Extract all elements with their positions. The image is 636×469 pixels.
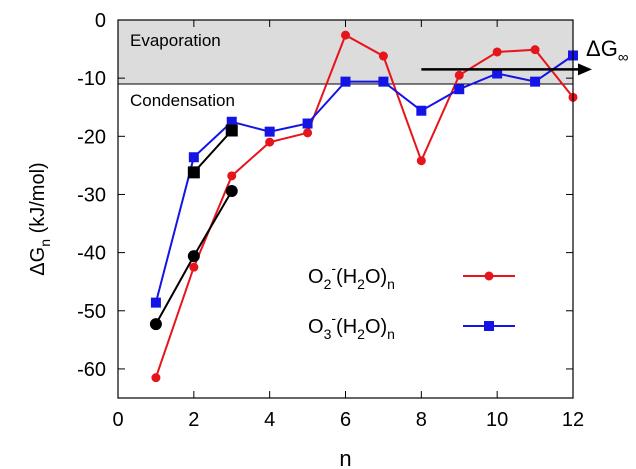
y-tick-label: -20: [77, 126, 106, 148]
series-1-point: [188, 152, 199, 163]
legend-text: (H: [336, 266, 357, 288]
legend-marker: [484, 321, 494, 331]
series-3-line: [193, 129, 233, 174]
y-tick-label: -10: [77, 68, 106, 90]
legend-sub: 2: [357, 276, 365, 292]
evaporation-label: Evaporation: [130, 31, 221, 50]
series-0-point: [492, 47, 502, 57]
y-tick-label: -60: [77, 359, 106, 381]
legend-sub: 2: [324, 276, 332, 292]
series-1-point: [530, 76, 541, 87]
legend-sub: n: [387, 276, 395, 292]
series-0-point: [151, 373, 161, 383]
legend-sub: 3: [324, 326, 332, 342]
legend-marker: [484, 271, 494, 281]
delta-g-inf-sub: ∞: [618, 49, 629, 66]
x-tick-label: 0: [112, 409, 123, 431]
condensation-label: Condensation: [130, 91, 235, 110]
legend-sub: n: [387, 326, 395, 342]
series-3-point: [187, 166, 200, 179]
legend-text: (H: [336, 316, 357, 338]
series-1-line: [154, 54, 574, 303]
y-axis-label-main: ΔG: [27, 247, 49, 276]
series-0-point: [227, 171, 237, 181]
y-axis-label-unit: (kJ/mol): [27, 162, 49, 239]
series-0-point: [189, 262, 199, 272]
series-0-point: [530, 45, 540, 55]
series-1-point: [264, 126, 275, 137]
legend-sup: -: [331, 260, 336, 276]
series-1-point: [416, 105, 427, 116]
delta-g-inf-main: ΔG: [586, 36, 618, 61]
legend-sup: -: [331, 310, 336, 326]
series-3-point: [225, 124, 238, 137]
x-tick-label: 2: [188, 409, 199, 431]
series-0-point: [454, 70, 464, 80]
y-tick-label: 0: [95, 10, 106, 32]
legend-label: O3-(H2O)n: [308, 310, 395, 342]
series-0-line: [154, 33, 574, 378]
series-0-point: [265, 137, 275, 147]
legend-text: O): [365, 266, 387, 288]
series-2-point: [149, 318, 162, 331]
series-1-point: [150, 297, 161, 308]
series-1-point: [492, 68, 503, 79]
x-tick-label: 12: [562, 409, 584, 431]
legend-text: O: [308, 316, 324, 338]
series-1-point: [226, 116, 237, 127]
series-2-point: [187, 250, 200, 263]
y-axis-label-sub: n: [37, 239, 53, 247]
series-1-point: [378, 76, 389, 87]
series-0-point: [416, 156, 426, 166]
y-tick-label: -30: [77, 184, 106, 206]
x-tick-label: 8: [416, 409, 427, 431]
legend-sub: 2: [357, 326, 365, 342]
series-1-point: [454, 84, 465, 95]
series-1-point: [340, 76, 351, 87]
legend-label: O2-(H2O)n: [308, 260, 395, 292]
legend-text: O: [308, 266, 324, 288]
x-axis-label: n: [339, 446, 351, 469]
y-tick-label: -40: [77, 243, 106, 265]
y-axis-label: ΔGn (kJ/mol): [27, 162, 53, 275]
series-2-point: [225, 184, 238, 197]
delta-g-inf-label: ΔG∞: [586, 36, 629, 66]
delta-g-inf-arrowhead: [577, 63, 592, 76]
x-tick-label: 10: [486, 409, 508, 431]
legend-text: O): [365, 316, 387, 338]
series-0-point: [341, 30, 350, 40]
series-0-point: [378, 51, 388, 61]
series-1-point: [302, 118, 313, 129]
x-tick-label: 4: [264, 409, 275, 431]
x-tick-label: 6: [340, 409, 351, 431]
y-tick-label: -50: [77, 301, 106, 323]
series-0-point: [303, 128, 313, 138]
